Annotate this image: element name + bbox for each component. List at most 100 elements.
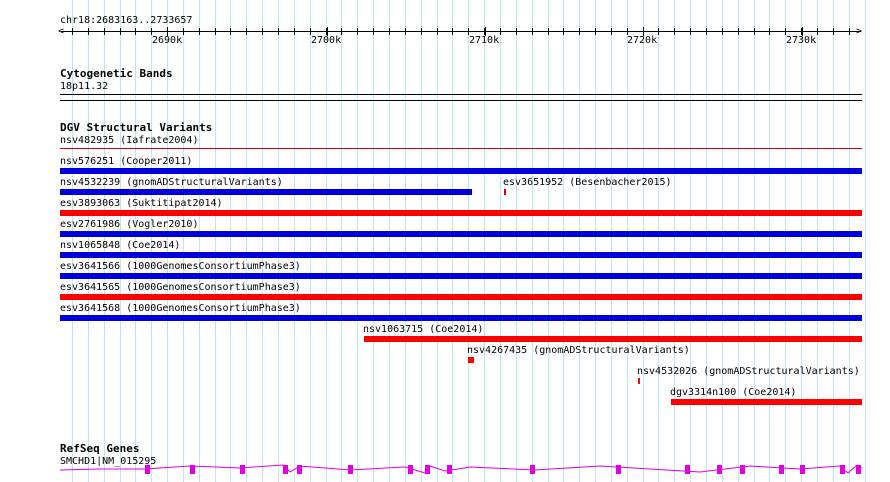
variant-feature[interactable] [60,252,862,258]
variant-label: esv2761986 (Vogler2010) [60,219,199,230]
grid-line [674,0,675,482]
gene-exon [145,465,150,474]
grid-line [611,0,612,482]
gene-exon [717,465,722,474]
variant-feature[interactable] [60,315,862,321]
ruler-minor-tick [674,28,675,35]
variant-label: nsv1063715 (Coe2014) [363,324,484,335]
ruler-tick-label: 2700k [311,35,342,46]
grid-line [437,0,438,482]
ruler-tick-label: 2710k [469,35,500,46]
grid-line [452,0,453,482]
variant-feature[interactable] [468,357,474,363]
ruler-minor-tick [405,28,406,35]
grid-line [722,0,723,482]
ruler-minor-tick [769,28,770,35]
variant-feature[interactable] [60,273,862,279]
grid-line [595,0,596,482]
grid-line [167,0,168,482]
dgv-track-title: DGV Structural Variants [60,121,213,134]
ruler-minor-tick [278,28,279,35]
grid-line [199,0,200,482]
grid-line [706,0,707,482]
ruler-major-tick [802,27,803,36]
grid-line [294,0,295,482]
ruler-minor-tick [801,28,802,35]
grid-line [88,0,89,482]
ruler-minor-tick [215,28,216,35]
grid-line [563,0,564,482]
ruler-axis [61,31,861,32]
variant-feature[interactable] [364,336,862,342]
cytoband-bar-top[interactable] [60,94,862,95]
ruler-minor-tick [437,28,438,35]
grid-line [738,0,739,482]
variant-feature[interactable] [504,189,506,195]
grid-line [833,0,834,482]
ruler-minor-tick [690,28,691,35]
variant-feature[interactable] [60,231,862,237]
ruler-minor-tick [104,28,105,35]
grid-line [484,0,485,482]
grid-line [579,0,580,482]
grid-line [278,0,279,482]
ruler-minor-tick [452,28,453,35]
location-label: chr18:2683163..2733657 [60,15,193,26]
ruler-minor-tick [548,28,549,35]
ruler-minor-tick [500,28,501,35]
gene-exon [297,465,302,474]
gene-exon [530,465,535,474]
grid-line [785,0,786,482]
variant-feature[interactable] [638,378,640,384]
gene-exon [348,465,353,474]
ruler-minor-tick [722,28,723,35]
ruler-minor-tick [183,28,184,35]
variant-feature[interactable] [60,168,862,174]
ruler-major-tick [167,27,168,36]
grid-line [104,0,105,482]
ruler-minor-tick [199,28,200,35]
ruler-minor-tick [389,28,390,35]
variant-label: esv3641568 (1000GenomesConsortiumPhase3) [60,303,301,314]
grid-line [532,0,533,482]
variant-feature[interactable] [671,399,862,405]
ruler-minor-tick [262,28,263,35]
ruler-tick-label: 2720k [627,35,658,46]
ruler-minor-tick [532,28,533,35]
grid-line [658,0,659,482]
gene-exon [283,465,288,474]
gene-exon [740,465,745,474]
gene-exon [779,465,784,474]
variant-feature[interactable] [60,294,862,300]
grid-line [215,0,216,482]
grid-line [183,0,184,482]
grid-line [72,0,73,482]
ruler-minor-tick [373,28,374,35]
grid-line [341,0,342,482]
grid-line [357,0,358,482]
grid-line [817,0,818,482]
cytoband-label: 18p11.32 [60,81,109,92]
grid-line [310,0,311,482]
variant-feature[interactable] [60,148,862,149]
ruler-minor-tick [595,28,596,35]
ruler-minor-tick [817,28,818,35]
ruler-minor-tick [72,28,73,35]
gene-exon [800,465,805,474]
grid-line [135,0,136,482]
grid-line [326,0,327,482]
gene-exon [840,465,845,474]
ruler-tick-label: 2730k [786,35,817,46]
variant-label: dgv3314n100 (Coe2014) [670,387,797,398]
cytoband-bar-bottom[interactable] [60,100,862,101]
variant-feature[interactable] [60,210,862,216]
gene-exon [447,465,452,474]
variant-label: esv3893063 (Suktitipat2014) [60,198,223,209]
variant-feature[interactable] [60,189,472,195]
gene-exon [685,465,690,474]
gene-exon [408,465,413,474]
ruler-minor-tick [563,28,564,35]
grid-line [389,0,390,482]
gene-exon [190,465,195,474]
